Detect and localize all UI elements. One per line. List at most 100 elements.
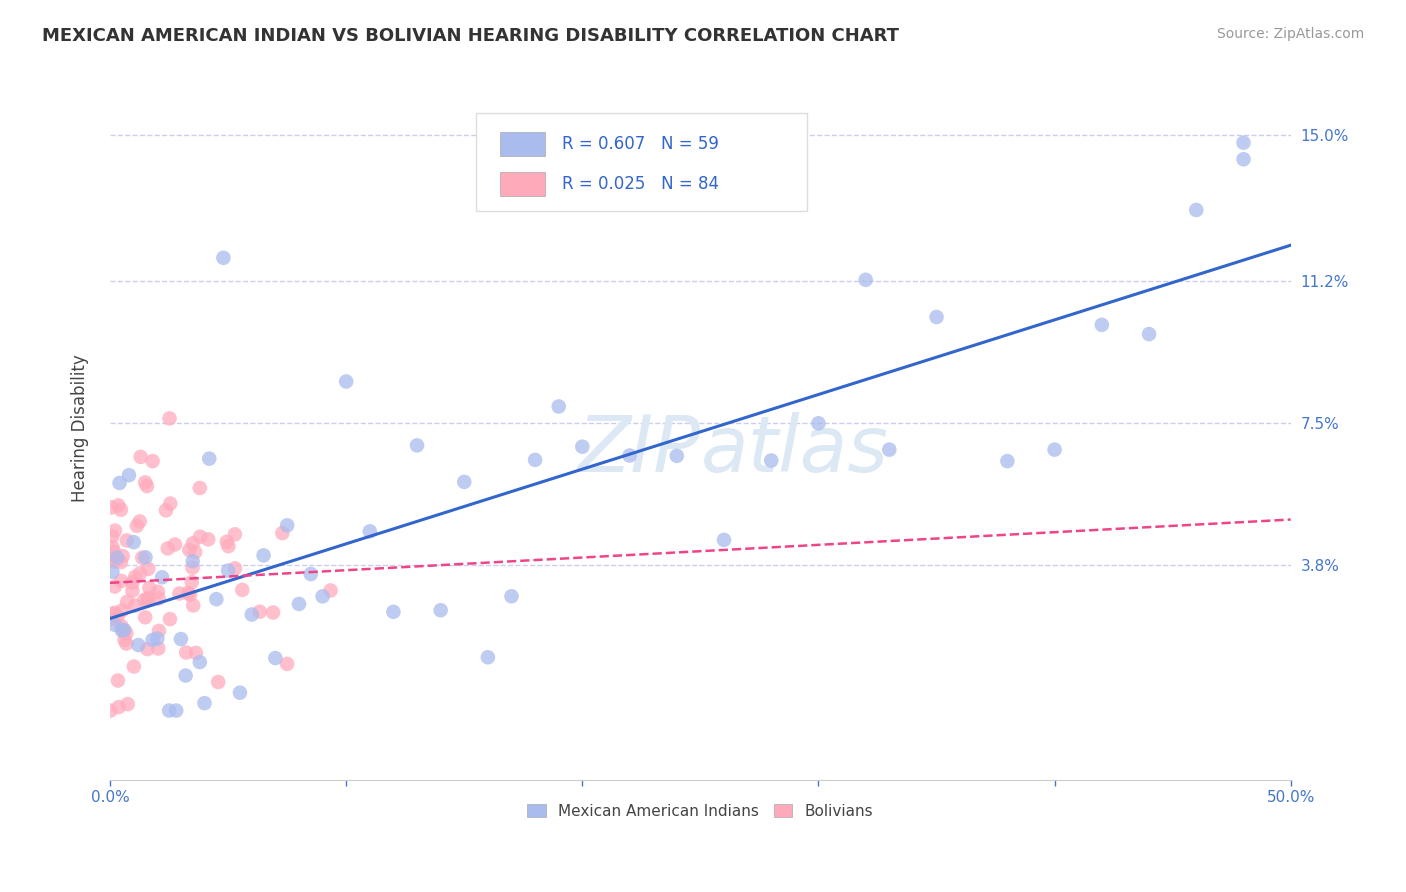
Point [136, 562, 159, 576]
Point [122, 535, 145, 549]
Point [995, 454, 1018, 468]
Point [181, 536, 204, 550]
Point [101, 565, 124, 579]
Point [146, 584, 169, 599]
Point [103, 544, 125, 558]
Point [879, 442, 901, 457]
Point [104, 524, 127, 538]
Point [159, 497, 181, 511]
Point [1043, 442, 1066, 457]
Point [188, 481, 211, 495]
Point [148, 641, 170, 656]
Point [127, 638, 149, 652]
Point [112, 624, 135, 638]
Point [335, 375, 357, 389]
Point [184, 646, 207, 660]
Point [104, 617, 127, 632]
Point [181, 599, 204, 613]
Point [193, 696, 215, 710]
Point [100, 704, 122, 718]
Point [107, 610, 129, 624]
Point [524, 453, 547, 467]
Point [429, 603, 451, 617]
Point [101, 607, 124, 622]
Text: R = 0.607   N = 59: R = 0.607 N = 59 [562, 135, 718, 153]
Y-axis label: Hearing Disability: Hearing Disability [72, 355, 89, 502]
Point [212, 251, 235, 265]
Point [111, 603, 134, 617]
Point [231, 582, 253, 597]
Point [148, 624, 170, 638]
Point [101, 540, 124, 554]
Point [107, 499, 129, 513]
Point [136, 479, 159, 493]
Point [104, 580, 127, 594]
Point [165, 704, 187, 718]
Point [1232, 153, 1254, 167]
Point [571, 440, 593, 454]
Point [406, 438, 429, 452]
Point [264, 651, 287, 665]
Point [271, 526, 294, 541]
Text: atlas: atlas [700, 411, 889, 488]
Point [105, 550, 128, 565]
Point [136, 642, 159, 657]
Point [761, 453, 783, 467]
Point [547, 400, 569, 414]
Text: ZIP: ZIP [578, 411, 700, 488]
Point [115, 595, 138, 609]
Point [150, 570, 173, 584]
Point [110, 503, 132, 517]
Point [100, 500, 122, 515]
Point [134, 593, 156, 607]
Point [128, 515, 150, 529]
Point [111, 624, 134, 638]
Point [855, 273, 877, 287]
FancyBboxPatch shape [477, 112, 807, 211]
Point [159, 612, 181, 626]
Point [134, 550, 156, 565]
Point [1091, 318, 1114, 332]
Point [129, 566, 152, 581]
FancyBboxPatch shape [499, 172, 544, 196]
Point [121, 575, 143, 590]
Point [197, 533, 219, 547]
Point [136, 593, 159, 607]
Point [112, 623, 135, 637]
Point [107, 700, 129, 714]
Point [114, 633, 136, 648]
Point [124, 599, 146, 613]
Point [807, 417, 830, 431]
Point [382, 605, 405, 619]
Point [100, 552, 122, 566]
Point [453, 475, 475, 489]
Point [134, 475, 156, 490]
Point [117, 697, 139, 711]
Point [163, 537, 186, 551]
Point [121, 583, 143, 598]
Point [142, 632, 165, 647]
Point [205, 592, 228, 607]
Point [215, 534, 238, 549]
Point [319, 583, 342, 598]
Point [198, 451, 221, 466]
Point [501, 589, 523, 603]
Point [1232, 136, 1254, 150]
Point [104, 606, 127, 620]
Point [138, 581, 160, 595]
Point [217, 539, 239, 553]
Legend: Mexican American Indians, Bolivians: Mexican American Indians, Bolivians [522, 797, 880, 824]
Point [181, 560, 204, 574]
Point [276, 518, 298, 533]
Point [713, 533, 735, 547]
Point [179, 542, 201, 557]
Point [174, 646, 197, 660]
Point [122, 659, 145, 673]
Point [115, 626, 138, 640]
Point [311, 590, 333, 604]
Point [103, 554, 125, 568]
Point [217, 564, 239, 578]
Point [288, 597, 311, 611]
Point [124, 570, 146, 584]
Point [224, 527, 246, 541]
